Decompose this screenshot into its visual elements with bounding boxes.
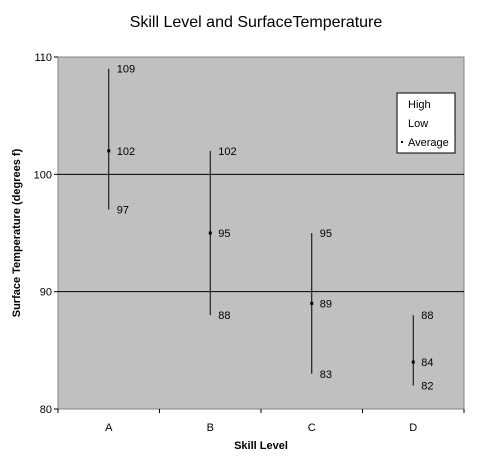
low-data-label: 97 — [117, 205, 129, 217]
high-data-label: 88 — [421, 310, 433, 322]
high-data-label: 102 — [218, 146, 236, 158]
y-axis-ticks: 80 90 100 110 — [34, 52, 58, 416]
high-data-label: 95 — [320, 228, 332, 240]
plot-area — [57, 56, 465, 410]
average-marker — [208, 231, 212, 235]
x-tick-label: C — [308, 422, 316, 434]
average-marker — [411, 360, 415, 364]
x-tick-label: B — [207, 422, 214, 434]
average-marker — [310, 301, 314, 305]
low-data-label: 82 — [421, 381, 433, 393]
y-axis-title: Surface Temperature (degrees f) — [11, 148, 23, 317]
low-data-label: 83 — [320, 369, 332, 381]
average-data-label: 95 — [218, 228, 230, 240]
x-tick-label: D — [409, 422, 417, 434]
legend-label-high: High — [408, 99, 431, 111]
data-marks: 109 102 97 102 95 88 95 89 83 88 84 82 — [107, 64, 434, 393]
y-tick-label: 80 — [40, 404, 52, 416]
gridlines — [58, 173, 464, 293]
legend-label-average: Average — [408, 137, 449, 149]
legend-label-low: Low — [408, 118, 428, 130]
x-tick-label: A — [105, 422, 113, 434]
average-data-label: 102 — [117, 146, 135, 158]
x-axis-title: Skill Level — [234, 440, 288, 452]
x-axis-ticks: A B C D — [57, 409, 465, 434]
y-tick-label: 90 — [40, 287, 52, 299]
y-tick-label: 100 — [34, 169, 52, 181]
average-data-label: 84 — [421, 357, 433, 369]
legend-marker-average — [401, 141, 403, 143]
y-tick-label: 110 — [34, 52, 52, 64]
chart-title: Skill Level and SurfaceTemperature — [130, 14, 383, 31]
low-data-label: 88 — [218, 310, 230, 322]
legend: High Low Average — [396, 92, 456, 154]
high-data-label: 109 — [117, 64, 135, 76]
average-marker — [107, 149, 111, 153]
average-data-label: 89 — [320, 298, 332, 310]
legend-box — [396, 92, 456, 154]
